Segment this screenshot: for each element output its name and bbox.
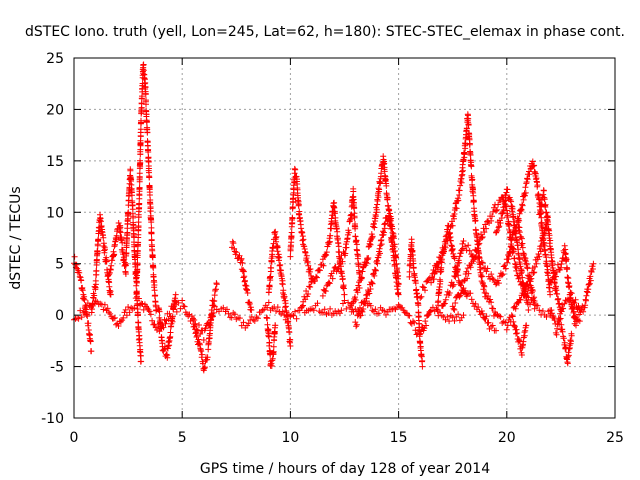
data-points [71,61,597,374]
grid [74,58,615,418]
y-tick-label: -5 [50,360,64,376]
y-tick-label: 15 [46,154,64,170]
axis-ticks: 0 5 10 15 20 25 -10 -5 0 5 10 15 20 25 [41,51,624,446]
x-tick-label: 15 [390,430,408,446]
series-points [71,61,597,374]
plot-frame [73,57,616,419]
x-tick-label: 5 [178,430,187,446]
chart-title: dSTEC Iono. truth (yell, Lon=245, Lat=62… [25,24,625,40]
x-tick-label: 20 [498,430,516,446]
y-axis-label: dSTEC / TECUs [8,186,24,289]
y-tick-label: 0 [55,308,64,324]
x-axis-label: GPS time / hours of day 128 of year 2014 [200,461,490,477]
y-tick-label: 20 [46,102,64,118]
y-tick-label: 25 [46,51,64,67]
x-tick-label: 0 [70,430,79,446]
y-tick-label: 10 [46,205,64,221]
y-tick-label: -10 [41,411,64,427]
y-tick-label: 5 [55,257,64,273]
x-tick-label: 25 [606,430,624,446]
x-tick-label: 10 [281,430,299,446]
